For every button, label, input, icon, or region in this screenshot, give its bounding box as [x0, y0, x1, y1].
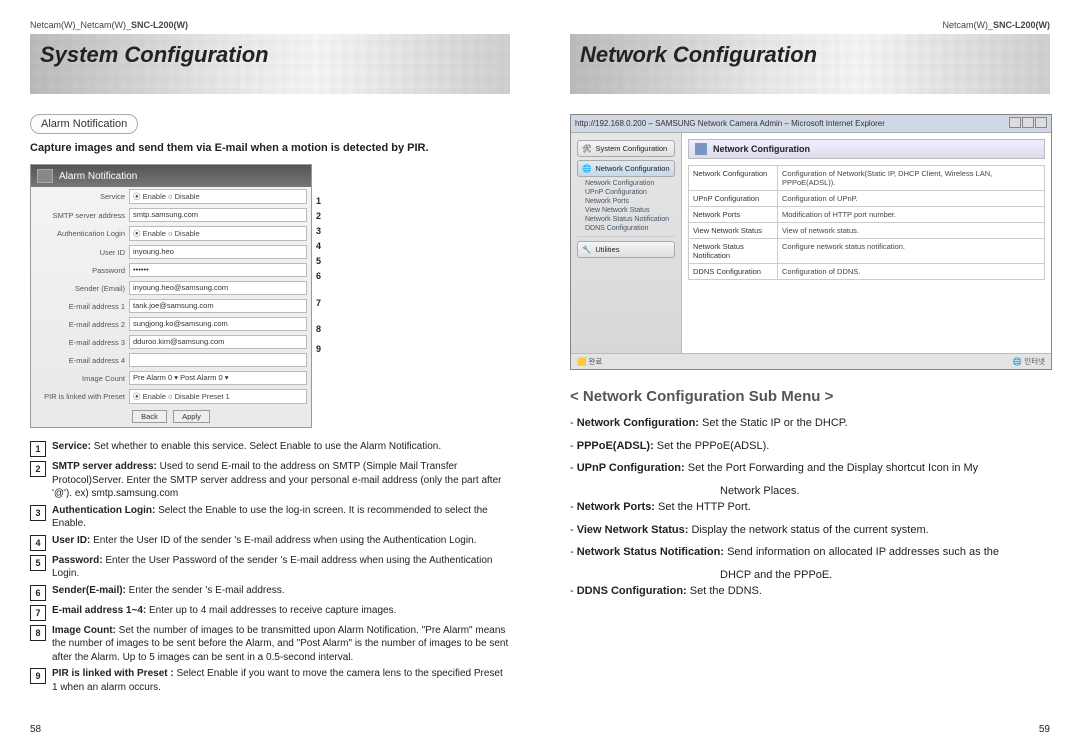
apply-button[interactable]: Apply: [173, 410, 210, 423]
header-title-left: System Configuration: [40, 42, 269, 68]
browser-title-text: http://192.168.0.200 – SAMSUNG Network C…: [575, 119, 885, 128]
smtp-input[interactable]: smtp.samsung.com: [129, 208, 307, 222]
sender-input[interactable]: inyoung.heo@samsung.com: [129, 281, 307, 295]
right-page: Netcam(W)_SNC-L200(W) Network Configurat…: [540, 0, 1080, 747]
nav-sub-notif[interactable]: Network Status Notification: [585, 216, 675, 223]
nav-sub-ddns[interactable]: DDNS Configuration: [585, 225, 675, 232]
nav-sub-view[interactable]: View Network Status: [585, 207, 675, 214]
browser-footer: 🟨 완료 🌐 인터넷: [571, 353, 1051, 369]
nav-system-config[interactable]: 🛠 System Configuration: [577, 140, 675, 157]
header-title-right: Network Configuration: [580, 42, 817, 68]
email1-input[interactable]: tank.joe@samsung.com: [129, 299, 307, 313]
panel-title: Alarm Notification: [59, 171, 137, 182]
password-input[interactable]: ••••••: [129, 263, 307, 277]
panel-header: Alarm Notification: [31, 165, 311, 187]
image-count-select[interactable]: Pre Alarm 0 ▾ Post Alarm 0 ▾: [129, 371, 307, 385]
back-button[interactable]: Back: [132, 410, 167, 423]
content-header: Network Configuration: [688, 139, 1045, 159]
nav-sub-netconf[interactable]: Network Configuration: [585, 180, 675, 187]
service-radio[interactable]: ⦿ Enable ○ Disable: [129, 189, 307, 204]
userid-input[interactable]: inyoung.heo: [129, 245, 307, 259]
lead-text: Capture images and send them via E-mail …: [30, 142, 510, 154]
model-line-right: Netcam(W)_SNC-L200(W): [570, 20, 1050, 30]
page-number-right: 59: [1039, 724, 1050, 735]
callout-numbers: 1 2 3 4 5 6 7 8 9: [312, 164, 356, 357]
email4-input[interactable]: [129, 353, 307, 367]
header-banner-right: Network Configuration: [570, 34, 1050, 94]
page-number-left: 58: [30, 724, 41, 735]
nav-sub-ports[interactable]: Network Ports: [585, 198, 675, 205]
alarm-panel: Alarm Notification Service⦿ Enable ○ Dis…: [30, 164, 312, 428]
nav-utilities[interactable]: 🔧 Utilities: [577, 241, 675, 258]
nav-network-config[interactable]: 🌐 Network Configuration: [577, 160, 675, 177]
pir-radio[interactable]: ⦿ Enable ○ Disable Preset 1: [129, 389, 307, 404]
auth-radio[interactable]: ⦿ Enable ○ Disable: [129, 226, 307, 241]
left-page: Netcam(W)_Netcam(W)_SNC-L200(W)Netcam(W)…: [0, 0, 540, 747]
content-pane: Network Configuration Network Configurat…: [682, 133, 1051, 353]
browser-window: http://192.168.0.200 – SAMSUNG Network C…: [570, 114, 1052, 370]
submenu-bullets: Network Configuration: Set the Static IP…: [570, 415, 1050, 600]
submenu-heading: < Network Configuration Sub Menu >: [570, 388, 1050, 405]
window-buttons[interactable]: [1008, 117, 1047, 130]
description-list: 1Service: Set whether to enable this ser…: [30, 440, 510, 694]
content-header-icon: [695, 143, 707, 155]
model-line-left: Netcam(W)_Netcam(W)_SNC-L200(W)Netcam(W)…: [30, 20, 510, 30]
section-label: Alarm Notification: [30, 114, 138, 134]
panel-icon: [37, 169, 53, 183]
header-banner-left: System Configuration: [30, 34, 510, 94]
nav-sidebar: 🛠 System Configuration 🌐 Network Configu…: [571, 133, 682, 353]
email3-input[interactable]: dduroo.kim@samsung.com: [129, 335, 307, 349]
config-table: Network ConfigurationConfiguration of Ne…: [688, 165, 1045, 280]
nav-sub-upnp[interactable]: UPnP Configuration: [585, 189, 675, 196]
browser-titlebar: http://192.168.0.200 – SAMSUNG Network C…: [571, 115, 1051, 133]
email2-input[interactable]: sungjong.ko@samsung.com: [129, 317, 307, 331]
